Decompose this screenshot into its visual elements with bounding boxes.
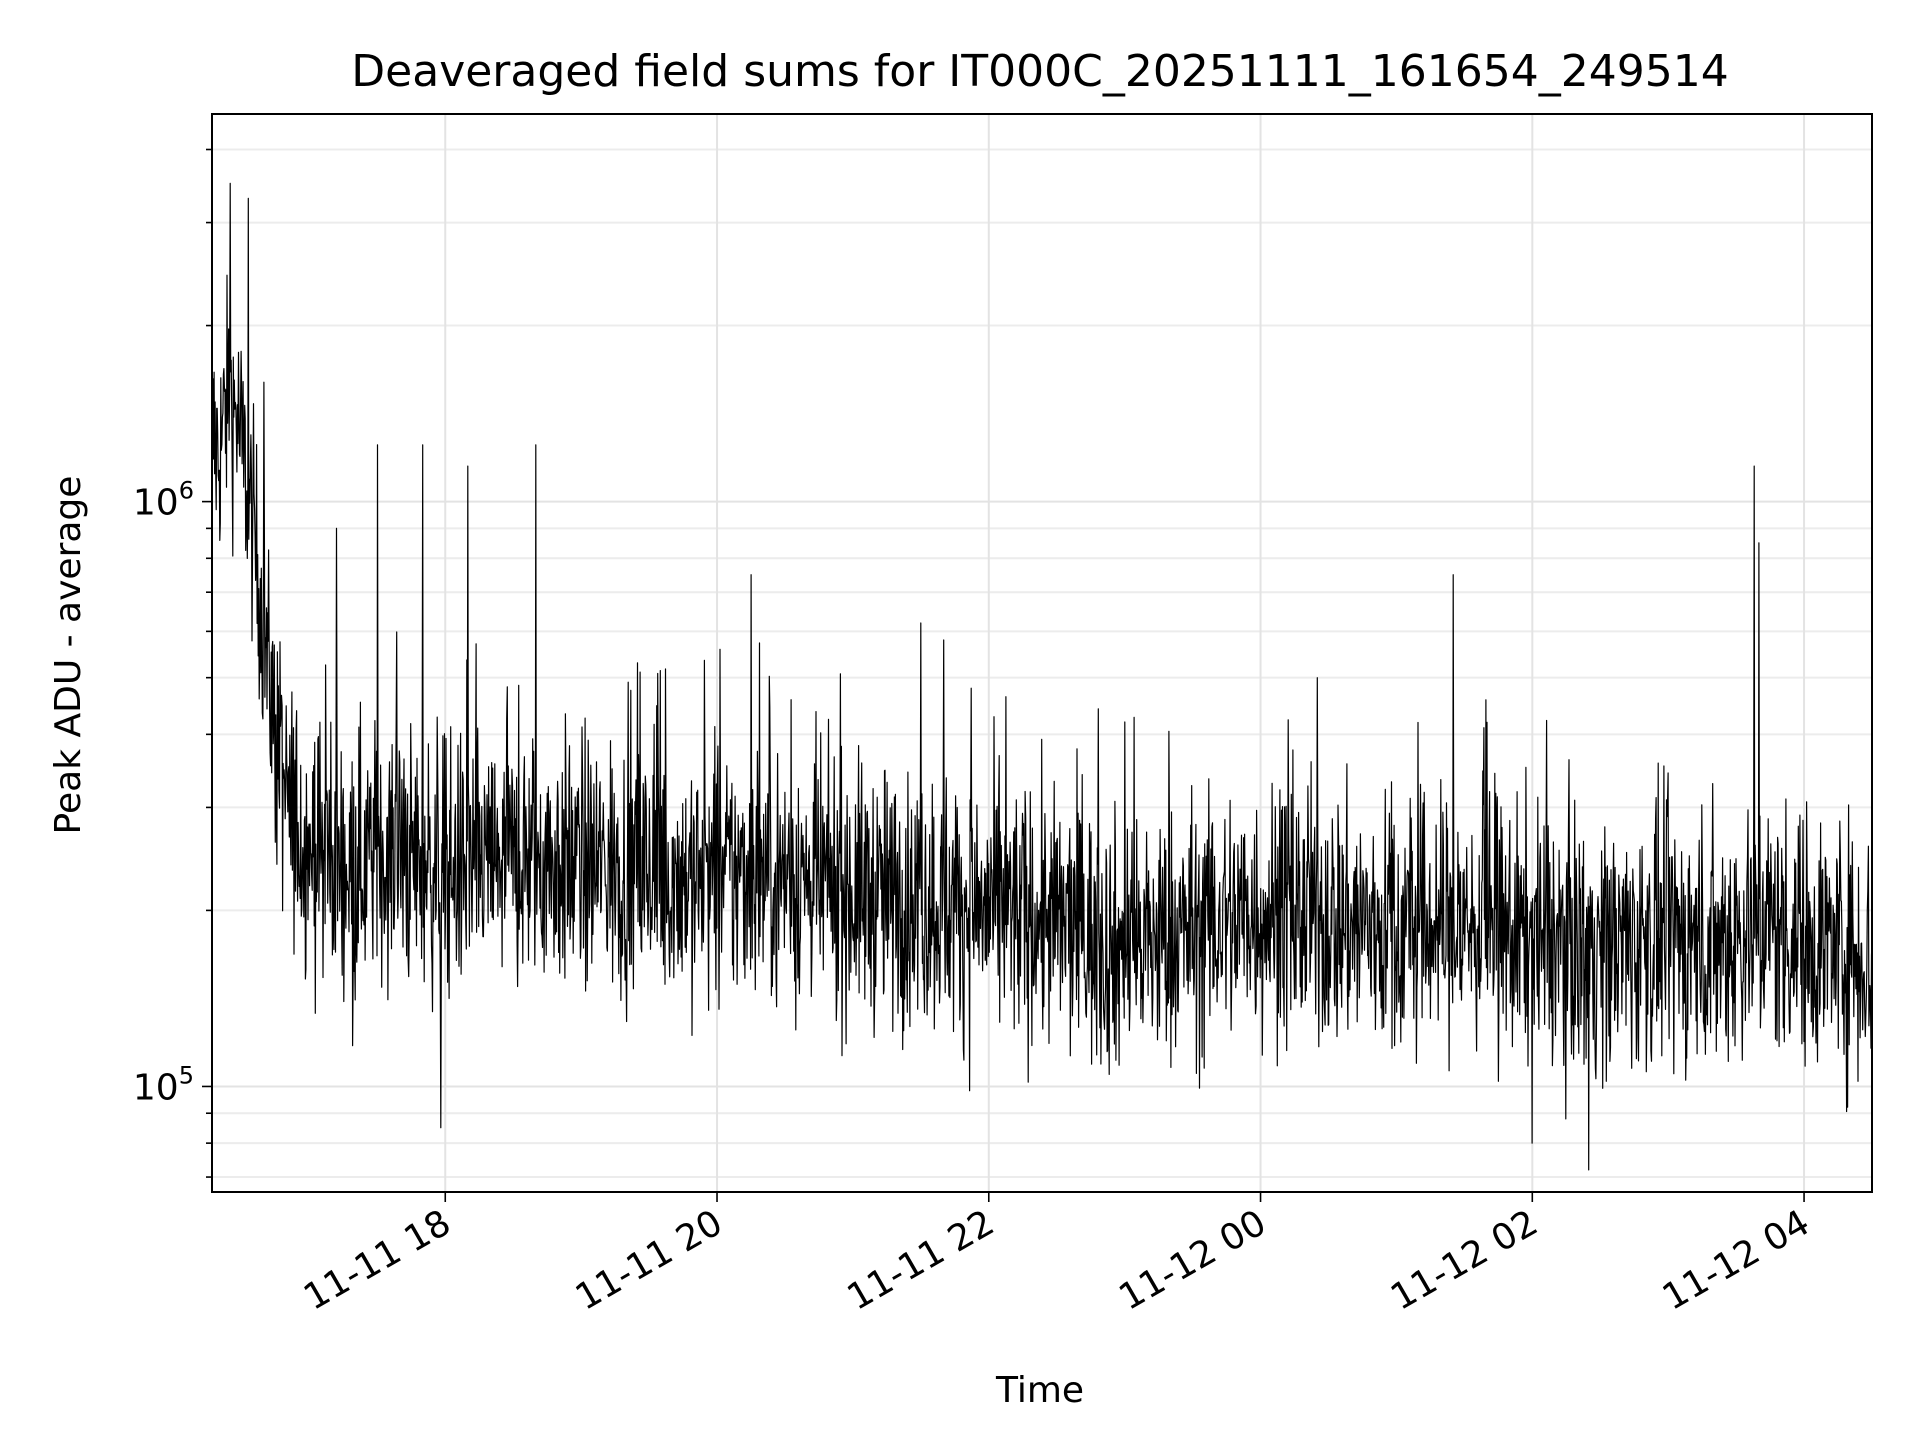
y-tick-label: 106 (133, 477, 194, 524)
grid-lines (212, 114, 1872, 1192)
y-axis-label: Peak ADU - average (48, 476, 89, 835)
chart-title: Deaveraged field sums for IT000C_2025111… (351, 46, 1728, 97)
plot-frame (211, 113, 1873, 1193)
y-tick-label: 105 (133, 1061, 194, 1108)
series-line (211, 182, 1873, 1171)
x-axis-label: Time (995, 1370, 1084, 1411)
series-layer (211, 182, 1873, 1171)
